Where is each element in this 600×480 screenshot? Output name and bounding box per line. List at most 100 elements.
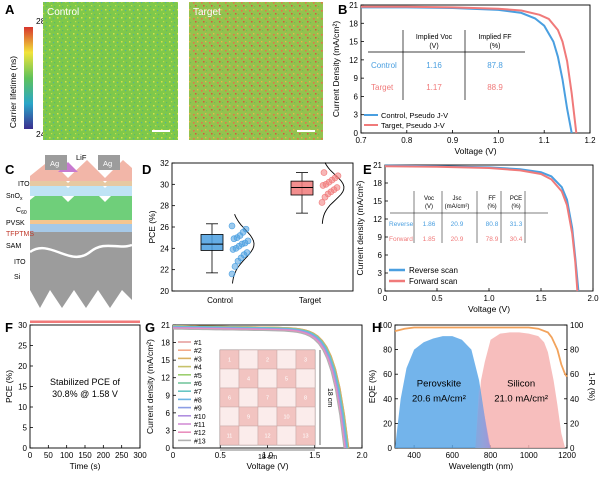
perovskite-jsc-label: 20.6 mA/cm² <box>412 393 466 404</box>
y-tick-label: 15 <box>161 356 170 365</box>
legend-label: Forward scan <box>409 277 457 286</box>
legend-label: #7 <box>194 389 202 396</box>
y2-axis-label: 1-R (%) <box>587 372 597 401</box>
x-category-label: Control <box>207 296 233 305</box>
table-header: Jsc <box>453 196 462 202</box>
x-axis-label: Voltage (V) <box>246 461 288 471</box>
y2-tick-label: 20 <box>570 419 579 428</box>
chart-d: 20 22 24 26 28 30 32 PCE (%) Control Target <box>147 159 354 305</box>
x-tick-label: 0 <box>28 451 33 460</box>
x-tick-label: 1000 <box>520 451 538 460</box>
y-tick-label: 5 <box>23 424 28 433</box>
y-tick-label: 6 <box>378 251 383 260</box>
panel-c: C Ag LiF Ag ITO SnOx C60 PVSK TFPTMS SAM… <box>5 153 133 308</box>
panel-e: E 0 0.5 1.0 1.5 2.0 0 3 6 9 12 15 18 21 Voltage (V) Cu… <box>355 161 599 314</box>
data-point <box>334 172 342 180</box>
reflectance-line <box>394 326 568 378</box>
legend-label: #12 <box>194 430 206 437</box>
inset-cell-number: 13 <box>302 434 308 440</box>
panel-label-e: E <box>363 162 372 177</box>
stabilized-pce-line1: Stabilized PCE of <box>50 377 121 387</box>
data-point <box>244 237 252 245</box>
data-point <box>231 263 239 270</box>
y-tick-label: 60 <box>383 370 392 379</box>
device-stack-illustration: Ag LiF Ag ITO SnOx C60 PVSK TFPTMS SAM I… <box>6 153 133 308</box>
table-header: PCE <box>510 196 522 202</box>
x-tick-label: 50 <box>44 451 53 460</box>
y-tick-label: 20 <box>160 287 169 296</box>
y-tick-label: 15 <box>349 38 358 47</box>
x-tick-label: 1.1 <box>539 136 551 145</box>
table-header: Voc <box>424 196 434 202</box>
x-category-label: Target <box>299 296 322 305</box>
layer-sno-label: SnOx <box>6 193 23 202</box>
y-tick-label: 18 <box>349 19 358 28</box>
y-tick-label: 0 <box>23 444 28 453</box>
x-axis-label: Voltage (V) <box>454 146 496 156</box>
perovskite-eqe-area <box>395 336 491 448</box>
y-tick-label: 20 <box>383 419 392 428</box>
y-axis-label: PCE (%) <box>147 210 157 243</box>
inset-cell-number: 10 <box>283 415 289 421</box>
data-point <box>318 199 326 206</box>
inset-cell-number: 2 <box>266 358 269 364</box>
inset-cell-number: 6 <box>228 396 231 402</box>
inset-width-label: 18 cm <box>258 454 277 461</box>
x-tick-label: 2.0 <box>356 451 368 460</box>
target-lifetime-map <box>189 2 323 140</box>
x-tick-label: 800 <box>484 451 498 460</box>
panel-h: H 400 600 800 1000 1200020406080100Wavelengt… <box>367 320 597 471</box>
legend-label: #6 <box>194 381 202 388</box>
table-cell: 1.85 <box>423 236 436 243</box>
x-axis-label: Time (s) <box>70 461 101 471</box>
series-line-11 <box>172 327 346 449</box>
data-point <box>243 249 251 256</box>
legend-label: #3 <box>194 356 202 363</box>
legend-label: #8 <box>194 397 202 404</box>
table-row-label: Forward <box>389 236 413 243</box>
legend-label: #9 <box>194 406 202 413</box>
panel-label-g: G <box>145 320 155 335</box>
panel-f: F 0 50 100 150 200 250 300 0 5 10 15 20 25 30 Time (s)… <box>4 320 147 471</box>
layer-sam-label: SAM <box>6 243 21 250</box>
inset-module-cell <box>257 368 278 389</box>
stabilized-pce-line2: 30.8% @ 1.58 V <box>52 389 118 399</box>
silicon-wave <box>29 243 133 259</box>
table-header: (%) <box>490 43 501 50</box>
table-row-label: Target <box>371 83 394 92</box>
layer-ag-right-label: Ag <box>103 159 112 168</box>
distribution-curve <box>321 162 345 224</box>
plot-frame <box>360 4 591 134</box>
y-tick-label: 40 <box>383 395 392 404</box>
y-tick-label: 20 <box>18 362 27 371</box>
table-header: (V) <box>425 204 433 210</box>
y-axis-label: PCE (%) <box>4 370 14 403</box>
inset-cell-number: 11 <box>227 434 233 440</box>
layer-ito-bottom-label: ITO <box>14 259 26 266</box>
table-header: Implied FF <box>478 34 511 41</box>
x-axis-label: Voltage (V) <box>468 304 510 314</box>
layer-lif-label: LiF <box>76 153 87 162</box>
table-cell: 80.8 <box>486 221 499 228</box>
silicon-jsc-label: 21.0 mA/cm² <box>494 393 548 404</box>
y2-tick-label: 100 <box>570 321 584 330</box>
inset-module-cell <box>257 406 278 427</box>
x-tick-label: 300 <box>133 451 147 460</box>
data-point <box>228 270 236 278</box>
x-tick-label: 1.0 <box>483 294 495 303</box>
table-cell: 30.4 <box>510 236 523 243</box>
chart-b: 0.7 0.8 0.9 1.0 1.1 1.2 0 3 6 9 12 15 18 21 Voltage (V… <box>331 1 596 156</box>
layer-ito-top-label: ITO <box>18 181 30 188</box>
y-tick-label: 32 <box>160 159 169 168</box>
y-tick-label: 6 <box>354 92 359 101</box>
inset-cell-number: 9 <box>247 415 250 421</box>
ag-electrode-right <box>98 155 120 170</box>
series-line-1 <box>384 165 579 292</box>
ito-top-layer <box>30 160 132 181</box>
silicon-eqe-area <box>475 332 566 448</box>
inset-module-cell <box>219 406 240 427</box>
inset-cell-number: 7 <box>266 396 269 402</box>
control-map-title: Control <box>47 7 79 18</box>
